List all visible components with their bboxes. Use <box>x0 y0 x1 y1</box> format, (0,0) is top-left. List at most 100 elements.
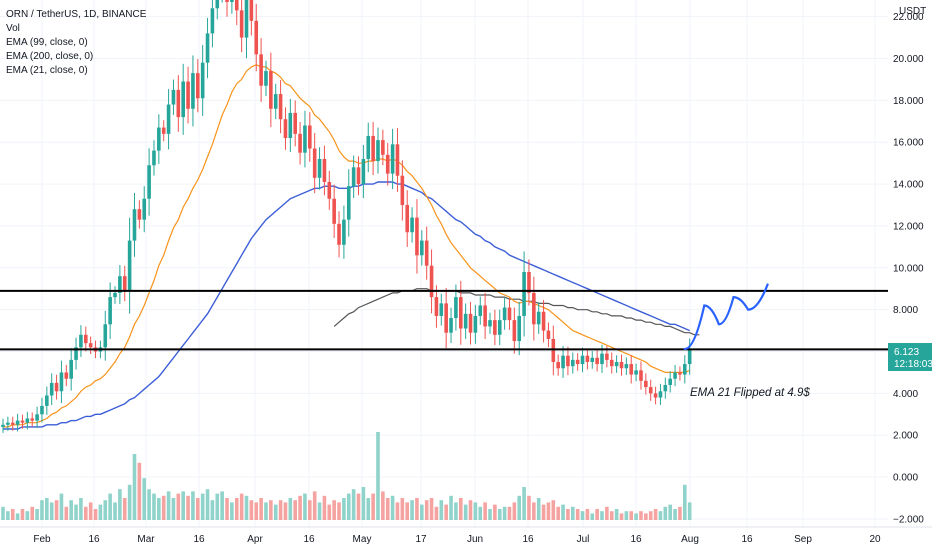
volume-bar <box>561 504 565 520</box>
volume-bar <box>575 509 580 520</box>
candle-body <box>332 198 336 224</box>
volume-bar <box>390 495 395 520</box>
time-tick-label: 16 <box>522 534 534 545</box>
candle-body <box>376 140 380 162</box>
volume-bar <box>439 500 444 520</box>
candle-body <box>683 364 687 375</box>
volume-bar <box>644 513 648 520</box>
volume-bar <box>98 504 103 520</box>
candle-body <box>644 380 648 388</box>
legend-ema200[interactable]: EMA (200, close, 0) <box>6 51 94 62</box>
volume-bar <box>166 491 171 520</box>
ema200-line <box>333 288 700 336</box>
volume-bar <box>410 500 414 520</box>
candle-body <box>127 240 132 291</box>
candle-body <box>103 324 108 348</box>
candle-body <box>137 209 142 220</box>
volume-bar <box>488 509 492 520</box>
volume-bar <box>210 500 215 520</box>
volume-bar <box>244 495 249 520</box>
volume-bar <box>522 487 526 520</box>
volume-bar <box>142 478 147 520</box>
price-badge: 6.123 12:18:03 <box>888 343 932 371</box>
legend[interactable]: ORN / TetherUS, 1D, BINANCE Vol EMA (99,… <box>6 8 146 78</box>
candle-body <box>122 276 127 291</box>
candle-body <box>79 334 83 348</box>
legend-vol[interactable]: Vol <box>6 23 20 34</box>
time-tick-label: Apr <box>247 534 263 545</box>
candle-body <box>346 186 351 220</box>
level-layer[interactable] <box>0 289 888 351</box>
symbol-title[interactable]: ORN / TetherUS, 1D, BINANCE <box>6 9 147 20</box>
volume-bar <box>405 502 410 520</box>
volume-bar <box>566 509 570 520</box>
price-tick-label: 16.000 <box>893 138 924 149</box>
candle-body <box>54 382 59 392</box>
volume-bar <box>497 509 502 520</box>
candle-body <box>10 422 15 425</box>
projection-layer[interactable] <box>683 283 769 351</box>
volume-bar <box>196 498 200 520</box>
candle-body <box>405 205 410 233</box>
candle-body <box>468 313 473 333</box>
volume-bar <box>74 504 78 520</box>
candle-body <box>624 364 629 369</box>
annotation-text[interactable]: EMA 21 Flipped at 4.9$ <box>690 387 810 399</box>
volume-bar <box>118 489 122 520</box>
volume-bar <box>35 509 39 520</box>
candle-body <box>653 393 658 398</box>
legend-ema21[interactable]: EMA (21, close, 0) <box>6 65 88 76</box>
candle-body <box>322 158 327 182</box>
candle-body <box>556 361 560 369</box>
volume-bar <box>395 502 400 520</box>
volume-bar <box>205 489 210 520</box>
volume-bar <box>385 498 390 520</box>
candle-body <box>551 338 556 362</box>
price-axis[interactable]: −2.000 0.000 2.000 4.000 8.000 10.000 12.000 14… <box>888 0 932 550</box>
candle-body <box>181 81 185 118</box>
volume-bar <box>239 493 244 520</box>
candle-body <box>1 424 5 427</box>
volume-bar <box>458 498 463 520</box>
projection-path[interactable] <box>683 283 769 351</box>
candle-body <box>88 343 93 348</box>
volume-bar <box>478 506 483 520</box>
price-tick-label: 0.000 <box>893 473 918 484</box>
volume-bar <box>25 511 30 520</box>
volume-bar <box>157 498 161 520</box>
ema-layer <box>3 64 700 430</box>
candle-body <box>30 418 35 421</box>
volume-bar <box>366 498 371 520</box>
volume-bar <box>108 493 112 520</box>
volume-layer <box>1 432 692 520</box>
volume-bar <box>93 509 98 520</box>
candle-body <box>561 355 565 369</box>
candle-body <box>595 357 599 365</box>
price-tick-label: 10.000 <box>893 263 924 274</box>
candle-body <box>230 0 234 2</box>
price-tick-label: −2.000 <box>893 514 924 525</box>
candle-body <box>493 320 497 335</box>
volume-bar <box>678 506 682 520</box>
volume-bar <box>40 500 44 520</box>
volume-bar <box>137 462 142 520</box>
candle-body <box>366 135 371 159</box>
volume-bar <box>1 506 5 520</box>
volume-bar <box>327 504 332 520</box>
legend-ema99[interactable]: EMA (99, close, 0) <box>6 37 88 48</box>
volume-bar <box>468 500 473 520</box>
time-axis[interactable]: Feb 16 Mar 16 Apr 16 May 17 Jun 16 Jul 16 Aug 16 Sep 20 <box>0 526 932 550</box>
candle-body <box>429 265 434 298</box>
candle-body <box>415 217 419 256</box>
volume-bar <box>663 506 668 520</box>
volume-bar <box>634 513 638 520</box>
candle-body <box>161 127 166 134</box>
volume-bar <box>415 498 419 520</box>
volume-bar <box>653 509 658 520</box>
candle-body <box>361 158 366 185</box>
volume-bar <box>551 500 556 520</box>
volume-bar <box>609 511 614 520</box>
volume-bar <box>502 506 507 520</box>
